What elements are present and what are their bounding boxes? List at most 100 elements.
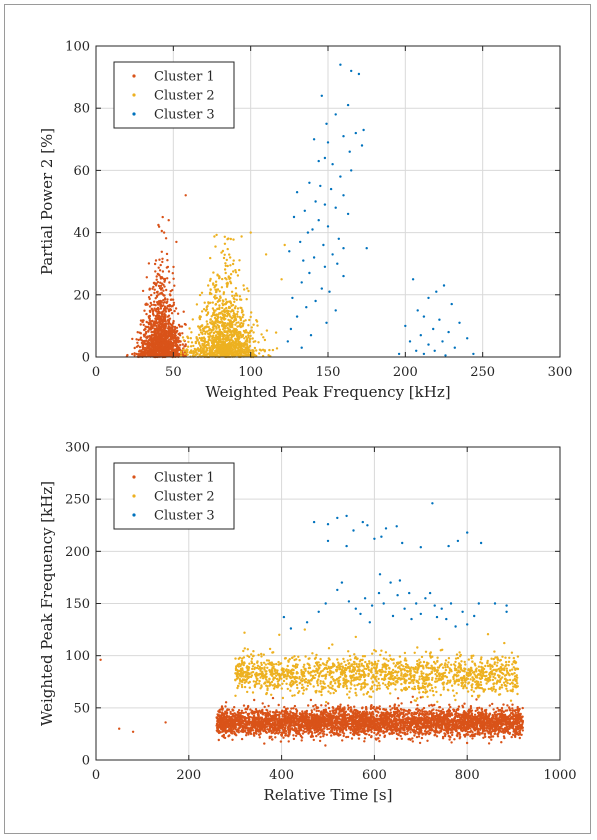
- data-point: [176, 312, 180, 315]
- data-point: [258, 709, 261, 712]
- data-point: [133, 354, 136, 357]
- data-point: [329, 187, 333, 191]
- data-point: [365, 247, 368, 250]
- data-point: [268, 348, 271, 352]
- data-point: [350, 69, 353, 73]
- data-point: [150, 303, 153, 307]
- data-point: [226, 264, 229, 268]
- data-point: [141, 344, 144, 347]
- data-point: [154, 335, 157, 338]
- data-point: [334, 113, 337, 116]
- data-point: [232, 348, 235, 351]
- data-point: [214, 335, 218, 339]
- data-point: [148, 305, 152, 308]
- data-point: [143, 348, 146, 351]
- data-point: [147, 329, 150, 332]
- data-point: [173, 353, 176, 356]
- data-point: [241, 325, 244, 328]
- data-point: [153, 307, 156, 310]
- data-point: [337, 237, 340, 240]
- data-point: [240, 235, 243, 238]
- data-point: [232, 334, 236, 337]
- data-point: [466, 337, 469, 340]
- data-point: [175, 240, 178, 244]
- data-point: [225, 354, 229, 357]
- y-tick-label: 20: [73, 288, 90, 303]
- data-point: [164, 314, 167, 317]
- data-point: [148, 309, 152, 313]
- data-point: [172, 277, 175, 280]
- data-point: [156, 306, 160, 310]
- data-point: [240, 347, 243, 350]
- data-point: [323, 203, 327, 206]
- data-point: [233, 307, 237, 310]
- data-point: [255, 349, 258, 352]
- data-point: [161, 322, 164, 325]
- data-point: [198, 342, 201, 345]
- data-point: [164, 237, 168, 240]
- data-point: [238, 268, 241, 272]
- data-point: [143, 339, 147, 343]
- data-point: [317, 733, 320, 736]
- data-point: [168, 308, 172, 312]
- data-point: [267, 354, 270, 357]
- data-point: [320, 704, 323, 707]
- data-point: [221, 335, 225, 338]
- data-point: [170, 329, 173, 332]
- data-point: [214, 330, 217, 333]
- data-point: [183, 345, 186, 348]
- data-point: [416, 703, 419, 707]
- data-point: [308, 716, 311, 719]
- data-point: [244, 329, 248, 332]
- data-point: [227, 237, 230, 240]
- data-point: [209, 288, 212, 291]
- data-point: [158, 339, 161, 343]
- data-point: [148, 322, 152, 325]
- data-point: [170, 312, 174, 315]
- data-point: [229, 264, 232, 267]
- x-tick-label: 100: [238, 365, 263, 380]
- data-point: [346, 212, 350, 216]
- data-point: [283, 705, 286, 709]
- data-point: [258, 352, 261, 355]
- data-point: [158, 348, 161, 351]
- data-point: [231, 329, 234, 332]
- data-point: [162, 283, 165, 286]
- data-point: [178, 325, 182, 328]
- y-tick-label: 60: [73, 164, 90, 179]
- data-point: [213, 352, 216, 355]
- data-point: [227, 275, 230, 278]
- data-point: [252, 323, 255, 326]
- data-point: [331, 163, 334, 166]
- data-point: [221, 337, 225, 341]
- data-point: [357, 72, 361, 76]
- data-point: [287, 740, 290, 743]
- data-point: [233, 331, 236, 334]
- data-point: [197, 325, 200, 328]
- data-point: [212, 321, 216, 324]
- data-point: [460, 713, 463, 717]
- data-point: [447, 330, 450, 334]
- data-point: [220, 349, 223, 352]
- data-point: [243, 337, 246, 340]
- data-point: [234, 349, 237, 353]
- data-point: [221, 332, 224, 335]
- data-point: [212, 331, 216, 335]
- data-point: [169, 334, 172, 337]
- data-point: [221, 306, 224, 310]
- data-point: [230, 304, 233, 307]
- data-point: [249, 315, 252, 319]
- data-point: [214, 280, 218, 283]
- data-point: [155, 275, 158, 278]
- data-point: [161, 343, 164, 346]
- data-point: [150, 307, 153, 310]
- data-point: [288, 250, 291, 253]
- data-point: [157, 284, 161, 288]
- data-point: [146, 303, 149, 306]
- data-point: [350, 169, 353, 172]
- data-point: [151, 310, 155, 314]
- data-point: [161, 337, 164, 340]
- data-point: [221, 340, 224, 343]
- data-point: [231, 321, 234, 324]
